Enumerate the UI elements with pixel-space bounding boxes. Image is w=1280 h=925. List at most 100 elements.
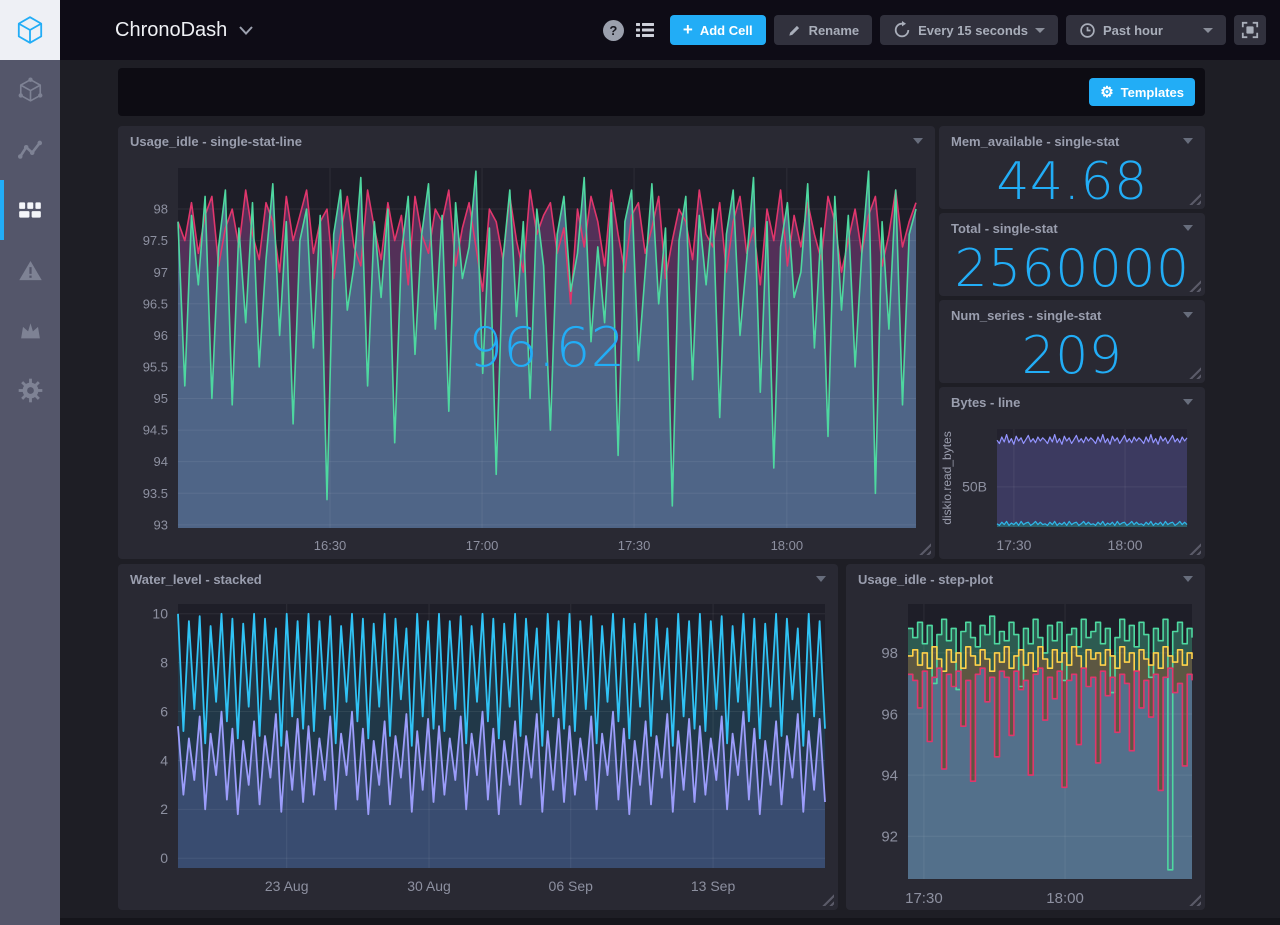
sidebar (0, 60, 60, 925)
list-bars-icon (635, 23, 654, 37)
sidebar-item-alerts[interactable] (0, 240, 60, 300)
cell-header[interactable]: Usage_idle - step-plot (846, 564, 1205, 594)
usage-idle-step-chart[interactable]: 92 94 96 98 17:30 18:00 (846, 594, 1205, 910)
cell-usage-idle-step: Usage_idle - step-plot 92 94 96 98 17:30 18:0… (846, 564, 1205, 910)
svg-text:8: 8 (160, 655, 168, 671)
svg-text:94: 94 (154, 454, 168, 469)
caret-down-icon (1035, 27, 1045, 33)
svg-text:13 Sep: 13 Sep (691, 878, 736, 894)
svg-text:95.5: 95.5 (143, 359, 168, 374)
svg-text:16:30: 16:30 (314, 538, 347, 553)
settings-gear-icon (18, 378, 42, 402)
cell-title: Usage_idle - single-stat-line (130, 133, 302, 149)
svg-text:96: 96 (154, 328, 168, 343)
add-cell-button[interactable]: + Add Cell (669, 15, 766, 45)
svg-text:18:00: 18:00 (1046, 890, 1084, 907)
gear-icon: ⚙ (1100, 83, 1114, 101)
app-logo[interactable] (0, 0, 60, 60)
cell-menu-caret-icon[interactable] (1183, 399, 1193, 405)
svg-text:17:30: 17:30 (618, 538, 651, 553)
cell-header[interactable]: Water_level - stacked (118, 564, 838, 594)
cell-header[interactable]: Bytes - line (939, 387, 1205, 417)
cell-menu-caret-icon[interactable] (1183, 576, 1193, 582)
svg-text:98: 98 (154, 202, 168, 217)
svg-text:4: 4 (160, 752, 168, 768)
chronograf-cubo-icon (18, 77, 42, 102)
sidebar-item-admin[interactable] (0, 300, 60, 360)
graph-options-button[interactable] (632, 19, 658, 41)
single-stat-value: 2560000 (954, 239, 1190, 299)
cell-menu-caret-icon[interactable] (816, 576, 826, 582)
dashboard-title-dropdown[interactable]: ChronoDash (115, 18, 254, 42)
help-button[interactable]: ? (602, 19, 624, 41)
sidebar-item-dashboards[interactable] (0, 180, 60, 240)
chart-area: 50B 17:30 18:00 diskio.read_bytes (939, 417, 1205, 559)
cell-header[interactable]: Total - single-stat (939, 213, 1205, 243)
cell-mem-available: Mem_available - single-stat 44.68 (939, 126, 1205, 209)
svg-text:18:00: 18:00 (1108, 537, 1143, 553)
svg-text:95: 95 (154, 391, 168, 406)
chart-area: 93 93.5 94 94.5 95 95.5 96 96.5 97 97.5 98 16:30 17:… (118, 156, 935, 559)
svg-text:94.5: 94.5 (143, 423, 168, 438)
svg-text:17:30: 17:30 (905, 890, 943, 907)
cell-menu-caret-icon[interactable] (1183, 225, 1193, 231)
water-level-chart[interactable]: 0 2 4 6 8 10 23 Aug 30 Aug 06 Sep 13 Sep (118, 594, 838, 910)
svg-text:23 Aug: 23 Aug (265, 878, 309, 894)
pencil-icon (788, 25, 799, 36)
cell-title: Usage_idle - step-plot (858, 571, 994, 587)
svg-text:97: 97 (154, 265, 168, 280)
cell-title: Mem_available - single-stat (951, 133, 1120, 149)
cell-header[interactable]: Mem_available - single-stat (939, 126, 1205, 156)
svg-text:18:00: 18:00 (771, 538, 804, 553)
svg-text:0: 0 (160, 850, 168, 866)
cell-usage-idle-line: Usage_idle - single-stat-line 93 93.5 94 94… (118, 126, 935, 559)
templates-button[interactable]: ⚙ Templates (1089, 78, 1195, 106)
svg-text:97.5: 97.5 (143, 233, 168, 248)
svg-text:diskio.read_bytes: diskio.read_bytes (940, 431, 954, 524)
sidebar-item-hosts[interactable] (0, 60, 60, 120)
svg-text:2: 2 (160, 801, 168, 817)
bytes-line-chart[interactable]: 50B 17:30 18:00 diskio.read_bytes (939, 417, 1205, 557)
cell-header[interactable]: Usage_idle - single-stat-line (118, 126, 935, 156)
cell-header[interactable]: Num_series - single-stat (939, 300, 1205, 330)
svg-text:98: 98 (881, 645, 898, 662)
cell-menu-caret-icon[interactable] (1183, 312, 1193, 318)
chart-area: 92 94 96 98 17:30 18:00 (846, 594, 1205, 910)
rename-button[interactable]: Rename (773, 15, 873, 45)
fullscreen-button[interactable] (1234, 15, 1266, 45)
usage-idle-line-chart[interactable]: 93 93.5 94 94.5 95 95.5 96 96.5 97 97.5 98 16:30 17:… (118, 156, 935, 555)
sidebar-item-data-explorer[interactable] (0, 120, 60, 180)
cell-num-series: Num_series - single-stat 209 (939, 300, 1205, 383)
cell-menu-caret-icon[interactable] (913, 138, 923, 144)
cell-total: Total - single-stat 2560000 (939, 213, 1205, 296)
svg-text:17:00: 17:00 (466, 538, 499, 553)
single-stat: 209 (939, 330, 1205, 382)
refresh-icon (894, 21, 910, 38)
cell-menu-caret-icon[interactable] (1183, 138, 1193, 144)
chronograf-logo-icon (17, 16, 43, 44)
svg-text:96: 96 (881, 706, 898, 723)
svg-text:50B: 50B (962, 479, 987, 495)
single-stat: 2560000 (939, 243, 1205, 295)
caret-down-icon (1203, 27, 1213, 33)
clock-icon (1080, 22, 1095, 38)
top-navbar: ChronoDash ? + Add Cell Rename (0, 0, 1280, 60)
chevron-down-icon (239, 25, 254, 35)
fullscreen-icon (1241, 21, 1259, 39)
svg-text:93: 93 (154, 517, 168, 532)
svg-text:96.5: 96.5 (143, 296, 168, 311)
cell-title: Bytes - line (951, 394, 1021, 410)
page-bottom-strip (60, 918, 1280, 925)
svg-text:6: 6 (160, 703, 168, 719)
single-stat-value: 44.68 (996, 152, 1148, 212)
cell-title: Water_level - stacked (130, 571, 262, 587)
svg-text:93.5: 93.5 (143, 486, 168, 501)
page-title: ChronoDash (115, 18, 228, 41)
svg-text:17:30: 17:30 (996, 537, 1031, 553)
crown-icon (20, 322, 40, 338)
sidebar-item-settings[interactable] (0, 360, 60, 420)
cell-water-level: Water_level - stacked 0 2 4 6 8 10 23 Aug 30 Au… (118, 564, 838, 910)
plus-icon: + (682, 19, 693, 39)
timerange-dropdown[interactable]: Past hour (1066, 15, 1226, 45)
autorefresh-dropdown[interactable]: Every 15 seconds (880, 15, 1058, 45)
